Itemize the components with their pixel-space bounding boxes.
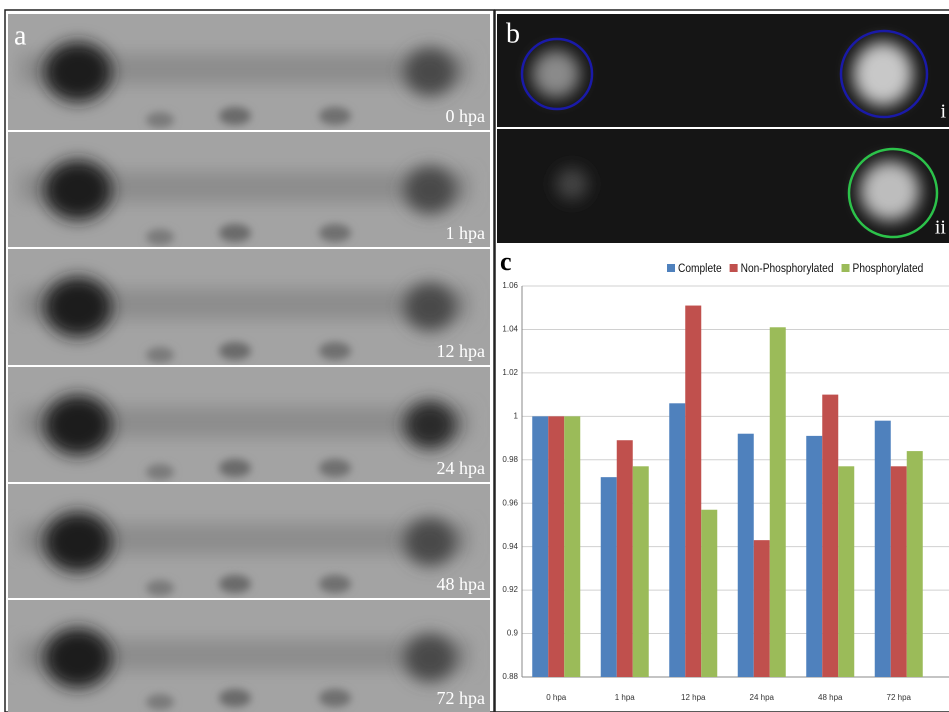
gel-content <box>8 600 490 712</box>
y-tick-label: 1.02 <box>502 368 518 377</box>
x-tick-label: 0 hpa <box>546 693 567 702</box>
fluor-spot <box>860 161 920 221</box>
figure: 0 hpa1 hpa12 hpa24 hpa48 hpa72 hpaaiiibc… <box>0 0 949 712</box>
x-tick-label: 24 hpa <box>750 693 775 702</box>
bar <box>633 466 649 677</box>
gel-strip: 72 hpa <box>8 600 490 712</box>
fluor-spot <box>556 168 588 200</box>
bar <box>770 327 786 677</box>
x-tick-label: 48 hpa <box>818 693 843 702</box>
y-tick-label: 0.96 <box>502 498 518 507</box>
bar <box>532 416 548 677</box>
gel-strip: 12 hpa <box>8 249 490 365</box>
strip-label: 0 hpa <box>446 106 486 126</box>
x-tick-label: 72 hpa <box>887 693 912 702</box>
bar <box>754 540 770 677</box>
gel-spot <box>404 401 456 449</box>
gel-spot <box>404 518 456 566</box>
gel-strip: 24 hpa <box>8 367 490 482</box>
gel-strip: 48 hpa <box>8 484 490 598</box>
gel-spot <box>146 112 174 128</box>
gel-spot <box>219 689 251 707</box>
strip-label: 48 hpa <box>437 574 486 594</box>
bar <box>669 403 685 677</box>
gel-spot <box>44 277 112 337</box>
gel-spot <box>404 48 456 96</box>
bar <box>875 421 891 677</box>
legend-swatch <box>730 264 738 272</box>
panel-label: c <box>500 247 512 276</box>
strip-label: 12 hpa <box>437 341 486 361</box>
gel-spot <box>44 42 112 102</box>
legend-label: Complete <box>678 262 722 275</box>
bar <box>891 466 907 677</box>
bar <box>738 434 754 677</box>
strip-label: 72 hpa <box>437 688 486 708</box>
gel-content <box>8 249 490 365</box>
gel-spot <box>319 575 351 593</box>
gel-spot <box>219 224 251 242</box>
fluor-spot <box>532 50 580 98</box>
bar <box>701 510 717 677</box>
sublabel: ii <box>935 217 947 239</box>
gel-spot <box>404 283 456 331</box>
legend-label: Phosphorylated <box>853 262 924 275</box>
legend-swatch <box>667 264 675 272</box>
gel-spot <box>146 694 174 710</box>
gel-spot <box>219 107 251 125</box>
legend-swatch <box>842 264 850 272</box>
x-tick-label: 1 hpa <box>615 693 636 702</box>
gel-strip: 1 hpa <box>8 132 490 247</box>
gel-spot <box>319 459 351 477</box>
bar <box>564 416 580 677</box>
gel-spot <box>319 342 351 360</box>
gel-spot <box>319 107 351 125</box>
sublabel: i <box>940 101 946 123</box>
gel-spot <box>219 342 251 360</box>
gel-spot <box>319 224 351 242</box>
bar <box>822 395 838 677</box>
y-tick-label: 0.9 <box>507 629 519 638</box>
gel-spot <box>319 689 351 707</box>
gel-content <box>8 14 490 130</box>
bar <box>806 436 822 677</box>
panel-label: a <box>14 20 27 51</box>
y-tick-label: 0.94 <box>502 542 518 551</box>
bar <box>601 477 617 677</box>
gel-spot <box>404 166 456 214</box>
y-tick-label: 0.92 <box>502 585 518 594</box>
strip-label: 1 hpa <box>446 223 486 243</box>
gel-spot <box>44 512 112 572</box>
legend-label: Non-Phosphorylated <box>741 262 834 275</box>
bar <box>548 416 564 677</box>
bar <box>617 440 633 677</box>
gel-spot <box>146 229 174 245</box>
y-tick-label: 1.04 <box>502 325 518 334</box>
gel-strip: 0 hpa <box>8 14 490 130</box>
gel-spot <box>146 464 174 480</box>
gel-content <box>8 367 490 482</box>
y-tick-label: 0.98 <box>502 455 518 464</box>
gel-spot <box>44 395 112 455</box>
bar <box>685 306 701 677</box>
gel-spot <box>44 160 112 220</box>
gel-content <box>8 484 490 598</box>
gel-spot <box>44 628 112 688</box>
y-tick-label: 1.06 <box>502 281 518 290</box>
y-tick-label: 0.88 <box>502 672 518 681</box>
y-tick-label: 1 <box>514 411 519 420</box>
gel-spot <box>219 459 251 477</box>
x-tick-label: 12 hpa <box>681 693 706 702</box>
strip-label: 24 hpa <box>437 458 486 478</box>
gel-spot <box>146 580 174 596</box>
gel-content <box>8 132 490 247</box>
gel-spot <box>219 575 251 593</box>
bar <box>907 451 923 677</box>
fluor-spot <box>853 42 913 106</box>
panel-label: b <box>506 18 520 49</box>
gel-spot <box>146 347 174 363</box>
bar <box>838 466 854 677</box>
gel-spot <box>404 634 456 682</box>
